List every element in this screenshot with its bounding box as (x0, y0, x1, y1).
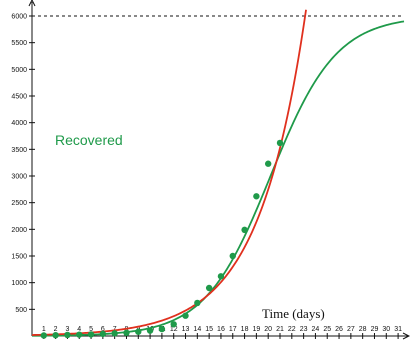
x-tick-label: 25 (323, 326, 331, 333)
y-tick-label: 2500 (11, 200, 27, 207)
recovered-data-point (64, 331, 71, 339)
y-tick-label: 6000 (11, 14, 27, 21)
x-axis-arrow (402, 332, 410, 340)
x-tick-label: 23 (300, 326, 308, 333)
recovered-data-point (182, 312, 189, 319)
recovered-data-point (40, 332, 48, 339)
recovered-data-point (99, 330, 107, 338)
x-tick-label: 13 (182, 326, 190, 333)
y-tick-label: 4000 (11, 120, 27, 127)
y-tick-label: 1000 (11, 280, 27, 287)
recovered-data-point (217, 273, 225, 280)
x-tick-label: 3 (65, 326, 69, 333)
recovered-data-point (146, 327, 154, 334)
recovered-data-point (170, 321, 177, 328)
recovered-data-point (264, 160, 272, 167)
x-tick-label: 27 (347, 326, 355, 333)
x-tick-label: 15 (205, 326, 213, 333)
x-tick-label: 2 (54, 326, 58, 333)
x-tick-label: 5 (89, 326, 93, 333)
y-tick-label: 5500 (11, 40, 27, 47)
y-tick-label: 5000 (11, 67, 27, 74)
recovered-data-point (253, 193, 260, 200)
x-tick-label: 31 (394, 326, 402, 333)
x-tick-label: 29 (371, 326, 379, 333)
recovered-data-point (76, 331, 83, 338)
y-tick-label: 2000 (11, 227, 27, 234)
x-axis-label: Time (days) (262, 306, 325, 321)
x-tick-label: 12 (170, 326, 178, 333)
recovered-data-point (87, 331, 95, 338)
marks (31, 9, 405, 339)
x-tick-label: 1 (42, 326, 46, 333)
recovered-data-point (276, 139, 284, 147)
x-tick-label: 17 (229, 326, 237, 333)
y-axis-arrow (28, 0, 36, 7)
recovered-data-point (52, 332, 59, 339)
x-tick-label: 20 (264, 326, 272, 333)
legend-label-recovered: Recovered (55, 132, 123, 148)
y-tick-label: 4500 (11, 94, 27, 101)
x-tick-label: 4 (77, 326, 81, 333)
y-tick-label: 1500 (11, 254, 27, 261)
y-tick-label: 3000 (11, 174, 27, 181)
recovered-data-point (135, 328, 142, 335)
x-tick-label: 19 (252, 326, 260, 333)
x-tick-label: 24 (312, 326, 320, 333)
x-tick-label: 21 (276, 326, 284, 333)
y-tick-label: 3500 (11, 147, 27, 154)
recovered-data-point (111, 330, 118, 337)
recovered-data-point (123, 329, 130, 336)
x-tick-label: 28 (359, 326, 367, 333)
recovered-data-point (205, 284, 213, 292)
recovered-data-point (229, 252, 236, 260)
y-tick-label: 500 (15, 307, 27, 314)
recovered-data-point (194, 299, 201, 307)
recovered-data-point (158, 325, 166, 333)
x-tick-label: 16 (217, 326, 225, 333)
exponential-fit-curve (31, 9, 307, 336)
x-tick-label: 30 (382, 326, 390, 333)
x-tick-label: 26 (335, 326, 343, 333)
x-tick-label: 14 (193, 326, 201, 333)
x-tick-label: 22 (288, 326, 296, 333)
logistic-fit-curve (31, 20, 405, 337)
x-tick-label: 18 (241, 326, 249, 333)
recovered-data-point (241, 226, 248, 234)
x-tick-label: 6 (101, 326, 105, 333)
